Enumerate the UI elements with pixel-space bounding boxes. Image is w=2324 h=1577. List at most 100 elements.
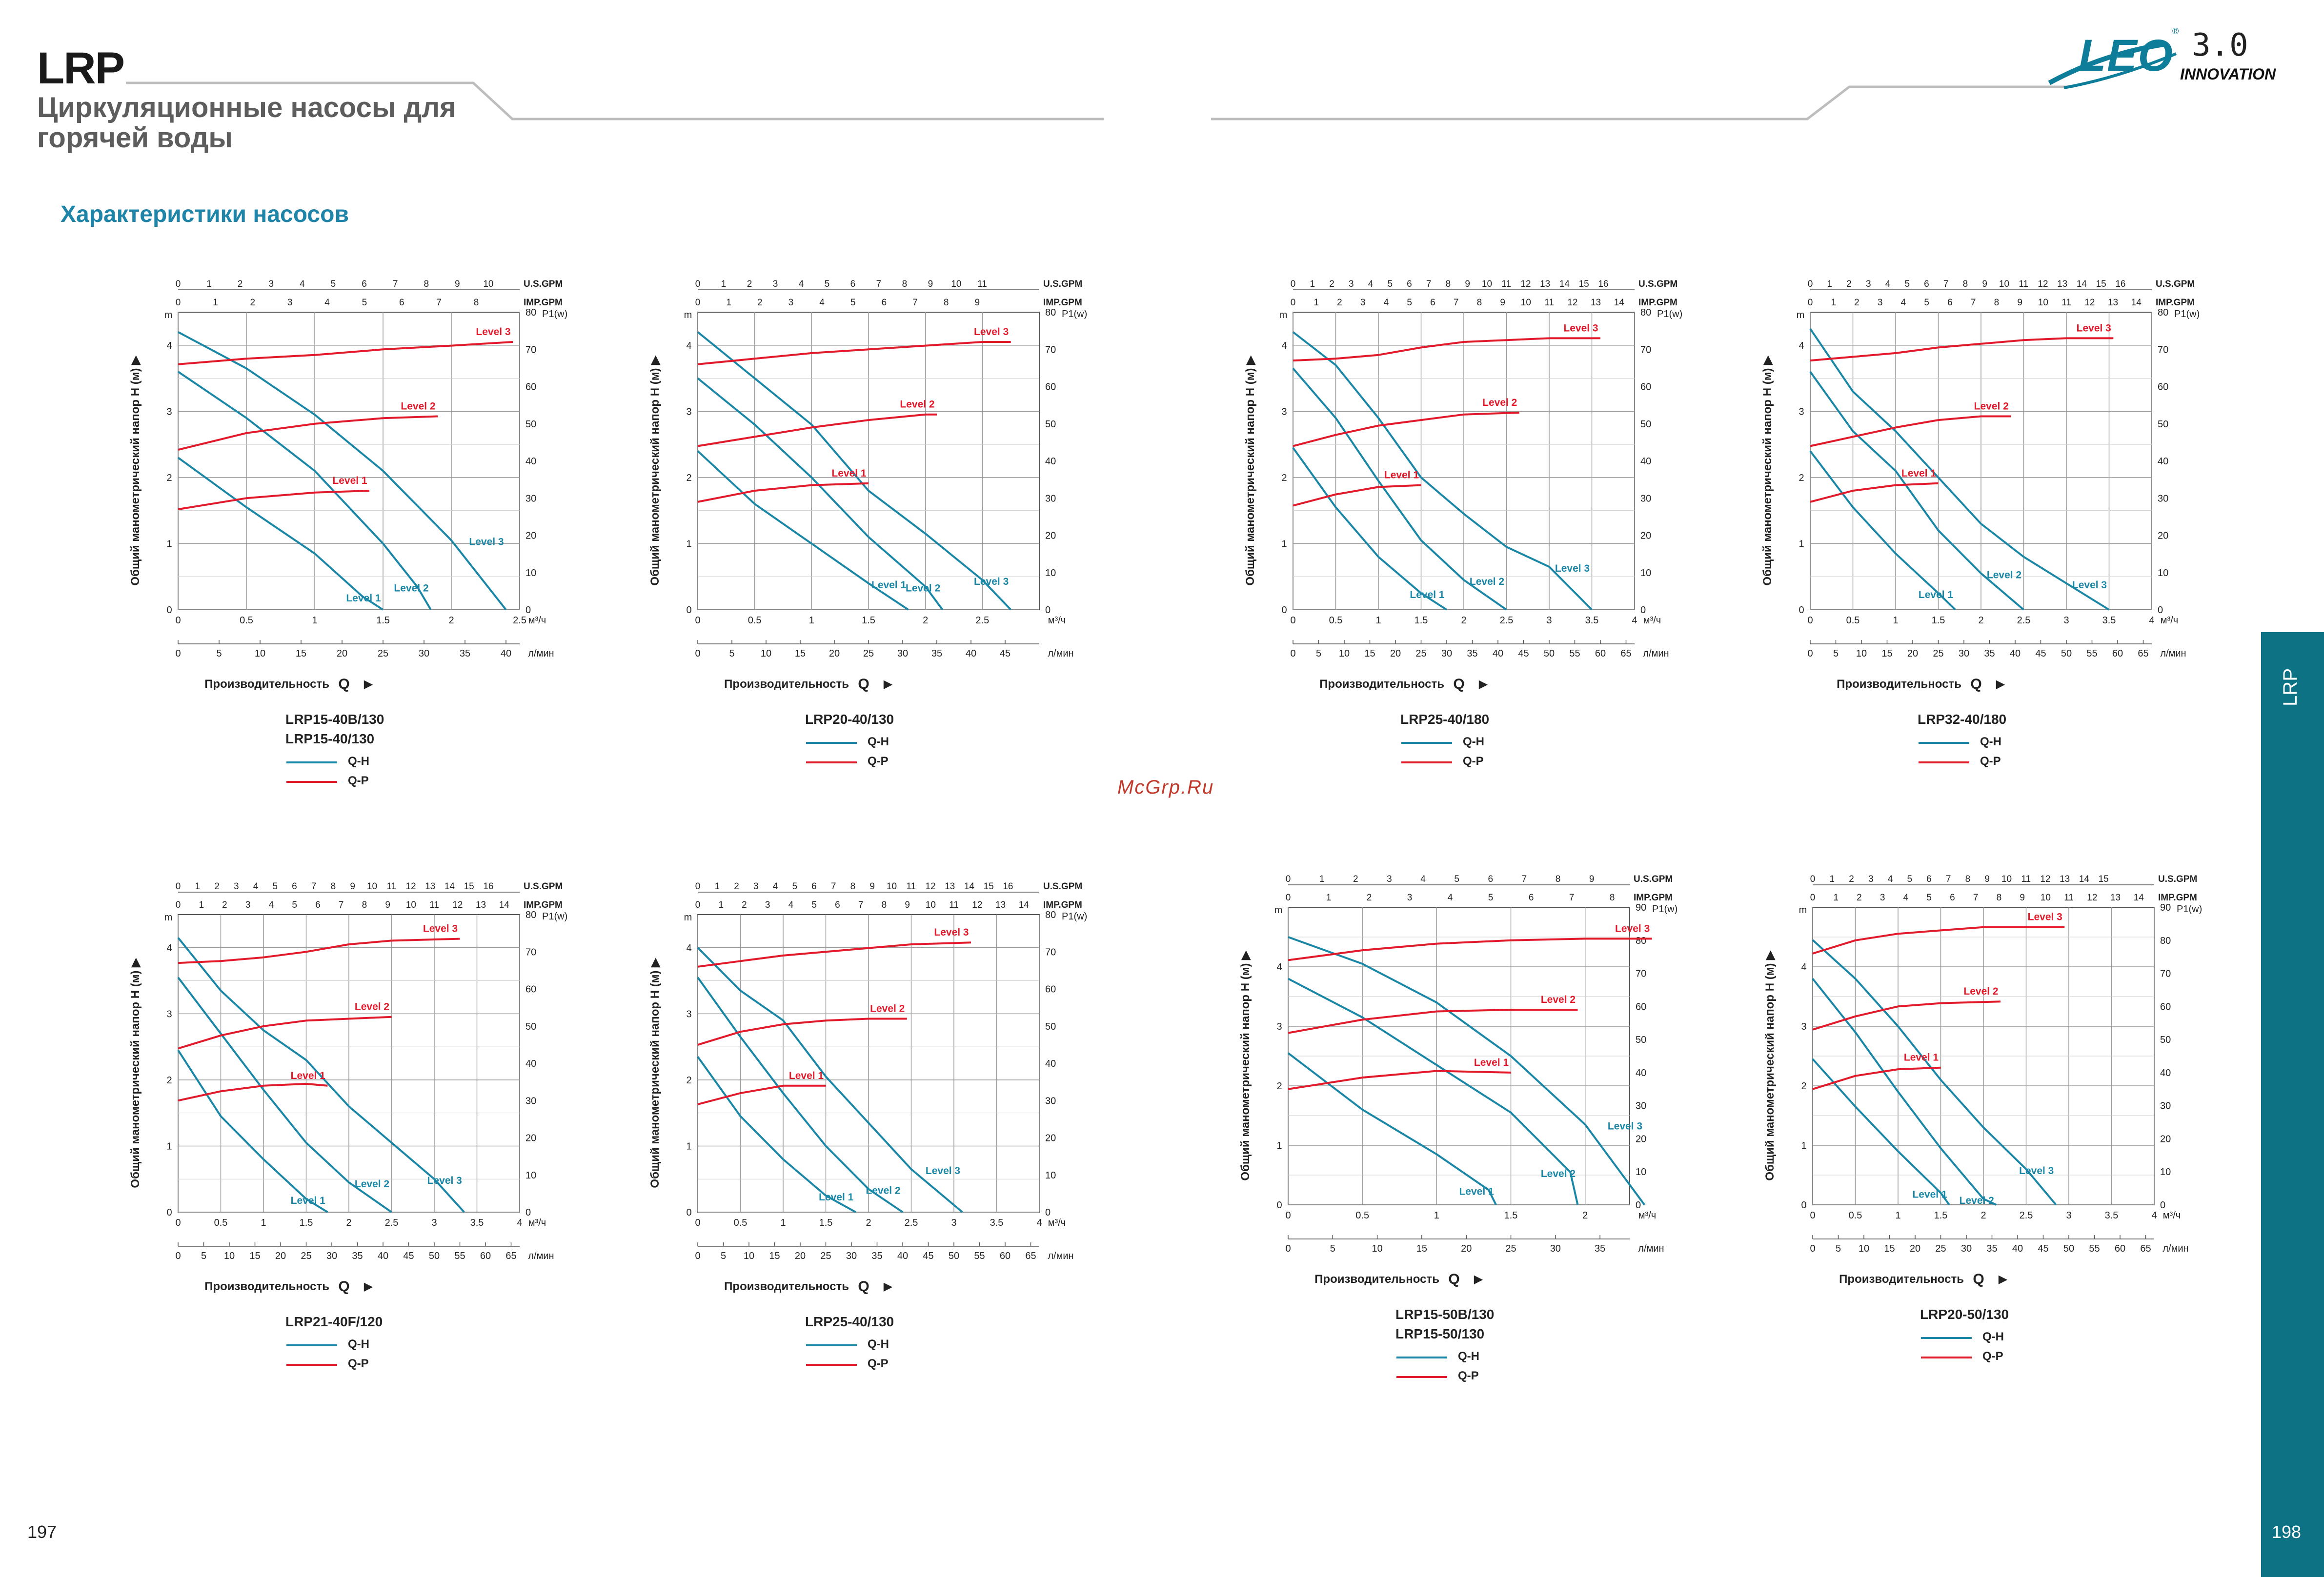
unit-impgpm: IMP.GPM bbox=[1043, 298, 1082, 308]
pump-chart: 0 0.5 1 1.5 2 2.5 3 3.5 4 м³/ч 0 1 2 3 4 m 0 10 20 30 40 50 60… bbox=[1737, 268, 2225, 829]
legend-label: Q-H bbox=[348, 1337, 369, 1351]
tick-label-p1: 20 bbox=[1045, 1133, 1056, 1144]
tick-label-lmin: 5 bbox=[1833, 648, 1839, 659]
tick-label-m3h: 2.5 bbox=[1500, 615, 1514, 626]
tick-label-p1: 50 bbox=[2158, 419, 2168, 430]
page-number-right: 198 bbox=[2272, 1522, 2302, 1542]
tick-label-lmin: 35 bbox=[1595, 1243, 1605, 1254]
tick-label-h: 4 bbox=[166, 943, 172, 954]
model-name: LRP15-40B/130 bbox=[285, 712, 384, 727]
qh-curve-label: Level 1 bbox=[1919, 589, 1954, 600]
qp-curve-label: Level 2 bbox=[1963, 986, 1998, 997]
tick-label-p1: 30 bbox=[1640, 493, 1651, 504]
qp-curve bbox=[1288, 1070, 1511, 1090]
tick-label-lmin: 25 bbox=[1505, 1243, 1516, 1254]
tick-label-lmin: 15 bbox=[249, 1251, 260, 1261]
tick-label-lmin: 0 bbox=[1285, 1243, 1291, 1254]
tick-label-usgpm: 6 bbox=[811, 881, 817, 892]
qp-curve-label: Level 3 bbox=[2077, 322, 2111, 334]
tick-label-m3h: 1.5 bbox=[819, 1218, 833, 1228]
model-name: LRP25-40/130 bbox=[805, 1314, 894, 1329]
unit-lmin: л/мин bbox=[1638, 1243, 1664, 1254]
tick-label-h: 2 bbox=[1799, 473, 1804, 483]
qp-curve-label: Level 1 bbox=[1474, 1057, 1509, 1068]
tick-label-usgpm: 7 bbox=[1946, 874, 1951, 884]
tick-label-impgpm: 6 bbox=[1950, 893, 1955, 903]
legend-label: Q-P bbox=[868, 755, 889, 768]
unit-m3h: м³/ч bbox=[1048, 615, 1066, 626]
unit-usgpm: U.S.GPM bbox=[2158, 874, 2197, 884]
tick-label-usgpm: 4 bbox=[773, 881, 778, 892]
tick-label-usgpm: 12 bbox=[925, 881, 935, 892]
tick-label-impgpm: 4 bbox=[324, 298, 330, 308]
tick-label-lmin: 65 bbox=[2140, 1243, 2151, 1254]
tick-label-usgpm: 8 bbox=[331, 881, 336, 892]
legend-qp: Q-P bbox=[1401, 753, 1509, 772]
tick-label-usgpm: 13 bbox=[1540, 279, 1550, 289]
legend-swatch bbox=[1919, 742, 1969, 744]
tick-label-usgpm: 11 bbox=[2021, 874, 2031, 884]
tick-label-impgpm: 2 bbox=[1854, 298, 1859, 308]
qh-curve-label: Level 3 bbox=[974, 576, 1009, 587]
side-tab bbox=[2261, 632, 2324, 1577]
tick-label-p1: 50 bbox=[1640, 419, 1651, 430]
tick-label-m3h: 4 bbox=[1632, 615, 1637, 626]
tick-label-usgpm: 12 bbox=[2040, 874, 2050, 884]
tick-label-lmin: 65 bbox=[1620, 648, 1631, 659]
unit-lmin: л/мин bbox=[528, 648, 554, 659]
qp-curve-label: Level 1 bbox=[332, 475, 367, 486]
x-axis-arrow-icon: ▶ bbox=[1479, 678, 1488, 691]
tick-label-usgpm: 5 bbox=[272, 881, 278, 892]
tick-label-h: 0 bbox=[686, 605, 691, 616]
legend-qp: Q-P bbox=[1921, 1348, 2028, 1367]
qh-curve bbox=[1288, 936, 1646, 1206]
tick-label-usgpm: 10 bbox=[887, 881, 897, 892]
tick-label-impgpm: 8 bbox=[1610, 893, 1615, 903]
qh-curve-label: Level 1 bbox=[1410, 589, 1445, 600]
qh-curve-label: Level 2 bbox=[866, 1185, 900, 1197]
y-axis-label: Общий манометрический напор H (м) ▶ bbox=[1761, 355, 1774, 586]
unit-m: m bbox=[1274, 905, 1283, 916]
qp-curve bbox=[1810, 482, 1939, 503]
model-name: LRP15-40/130 bbox=[285, 731, 375, 746]
legend-swatch bbox=[1921, 1357, 1972, 1358]
legend-swatch bbox=[1401, 761, 1452, 763]
tick-label-m3h: 3.5 bbox=[2105, 1210, 2119, 1221]
tick-label-lmin: 25 bbox=[1415, 648, 1426, 659]
tick-label-usgpm: 14 bbox=[1559, 279, 1570, 289]
tick-label-usgpm: 0 bbox=[1810, 874, 1816, 884]
tick-label-impgpm: 4 bbox=[788, 900, 794, 910]
tick-label-usgpm: 1 bbox=[721, 279, 727, 289]
x-axis-label: Производительность bbox=[204, 678, 329, 691]
x-axis-symbol: Q bbox=[338, 676, 349, 692]
unit-m3h: м³/ч bbox=[2163, 1210, 2181, 1221]
y-axis-label: Общий манометрический напор H (м) ▶ bbox=[129, 958, 142, 1188]
unit-impgpm: IMP.GPM bbox=[2156, 298, 2195, 308]
tick-label-lmin: 30 bbox=[419, 648, 429, 659]
qp-curve-label: Level 3 bbox=[974, 326, 1009, 338]
tick-label-impgpm: 14 bbox=[2131, 298, 2142, 308]
unit-p1: P1(w) bbox=[1657, 309, 1682, 319]
tick-label-impgpm: 9 bbox=[905, 900, 910, 910]
unit-m3h: м³/ч bbox=[1638, 1210, 1656, 1221]
legend-swatch bbox=[1396, 1357, 1447, 1358]
qh-curve bbox=[1292, 331, 1593, 611]
tick-label-m3h: 1 bbox=[1375, 615, 1381, 626]
tick-label-m3h: 3 bbox=[2063, 615, 2069, 626]
tick-label-p1: 80 bbox=[1045, 910, 1056, 920]
tick-label-p1: 10 bbox=[1045, 1170, 1056, 1181]
tick-label-p1: 80 bbox=[525, 910, 536, 920]
tick-label-lmin: 50 bbox=[2063, 1243, 2074, 1254]
unit-m3h: м³/ч bbox=[2161, 615, 2178, 626]
tick-label-m3h: 2 bbox=[866, 1218, 871, 1228]
tick-label-lmin: 35 bbox=[1984, 648, 1995, 659]
tick-label-usgpm: 1 bbox=[206, 279, 212, 289]
tick-label-usgpm: 9 bbox=[1984, 874, 1990, 884]
tick-label-lmin: 10 bbox=[761, 648, 771, 659]
tick-label-h: 2 bbox=[1281, 473, 1287, 483]
qh-curve-label: Level 3 bbox=[926, 1165, 960, 1177]
tick-label-impgpm: 10 bbox=[2041, 893, 2051, 903]
legend-swatch bbox=[1921, 1337, 1972, 1339]
pump-chart: 0 0.5 1 1.5 2 2.5 3 3.5 4 м³/ч 0 1 2 3 4 m 0 10 20 30 40 50 60… bbox=[1739, 863, 2227, 1424]
unit-m: m bbox=[164, 912, 173, 923]
